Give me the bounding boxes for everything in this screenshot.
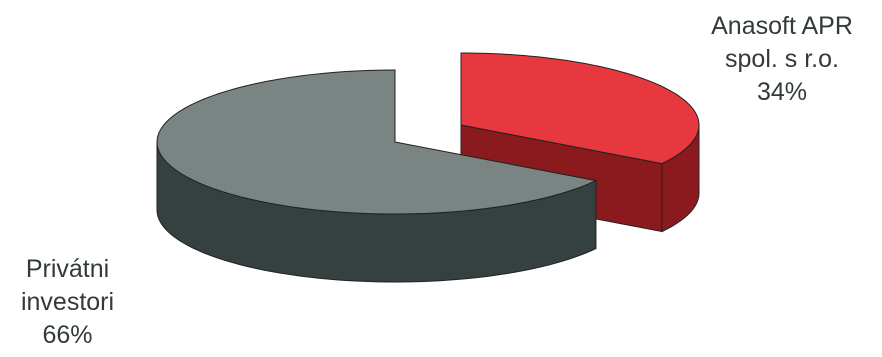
slice-label-anasoft-line-2: spol. s r.o. xyxy=(725,45,839,73)
slice-label-anasoft-line-3: 34% xyxy=(756,78,808,106)
slice-anasoft-top xyxy=(460,52,700,165)
slice-privatni-top xyxy=(156,69,598,215)
slice-label-privatni-line-1: Privátni xyxy=(25,255,110,283)
slice-label-privatni-line-3: 66% xyxy=(42,321,93,349)
slice-label-anasoft-line-1: Anasoft APR xyxy=(711,12,853,40)
slice-label-privatni: Privátni investori 66% xyxy=(0,253,135,352)
slice-label-privatni-line-2: investori xyxy=(20,288,115,316)
slice-label-anasoft: Anasoft APR spol. s r.o. 34% xyxy=(682,10,882,109)
